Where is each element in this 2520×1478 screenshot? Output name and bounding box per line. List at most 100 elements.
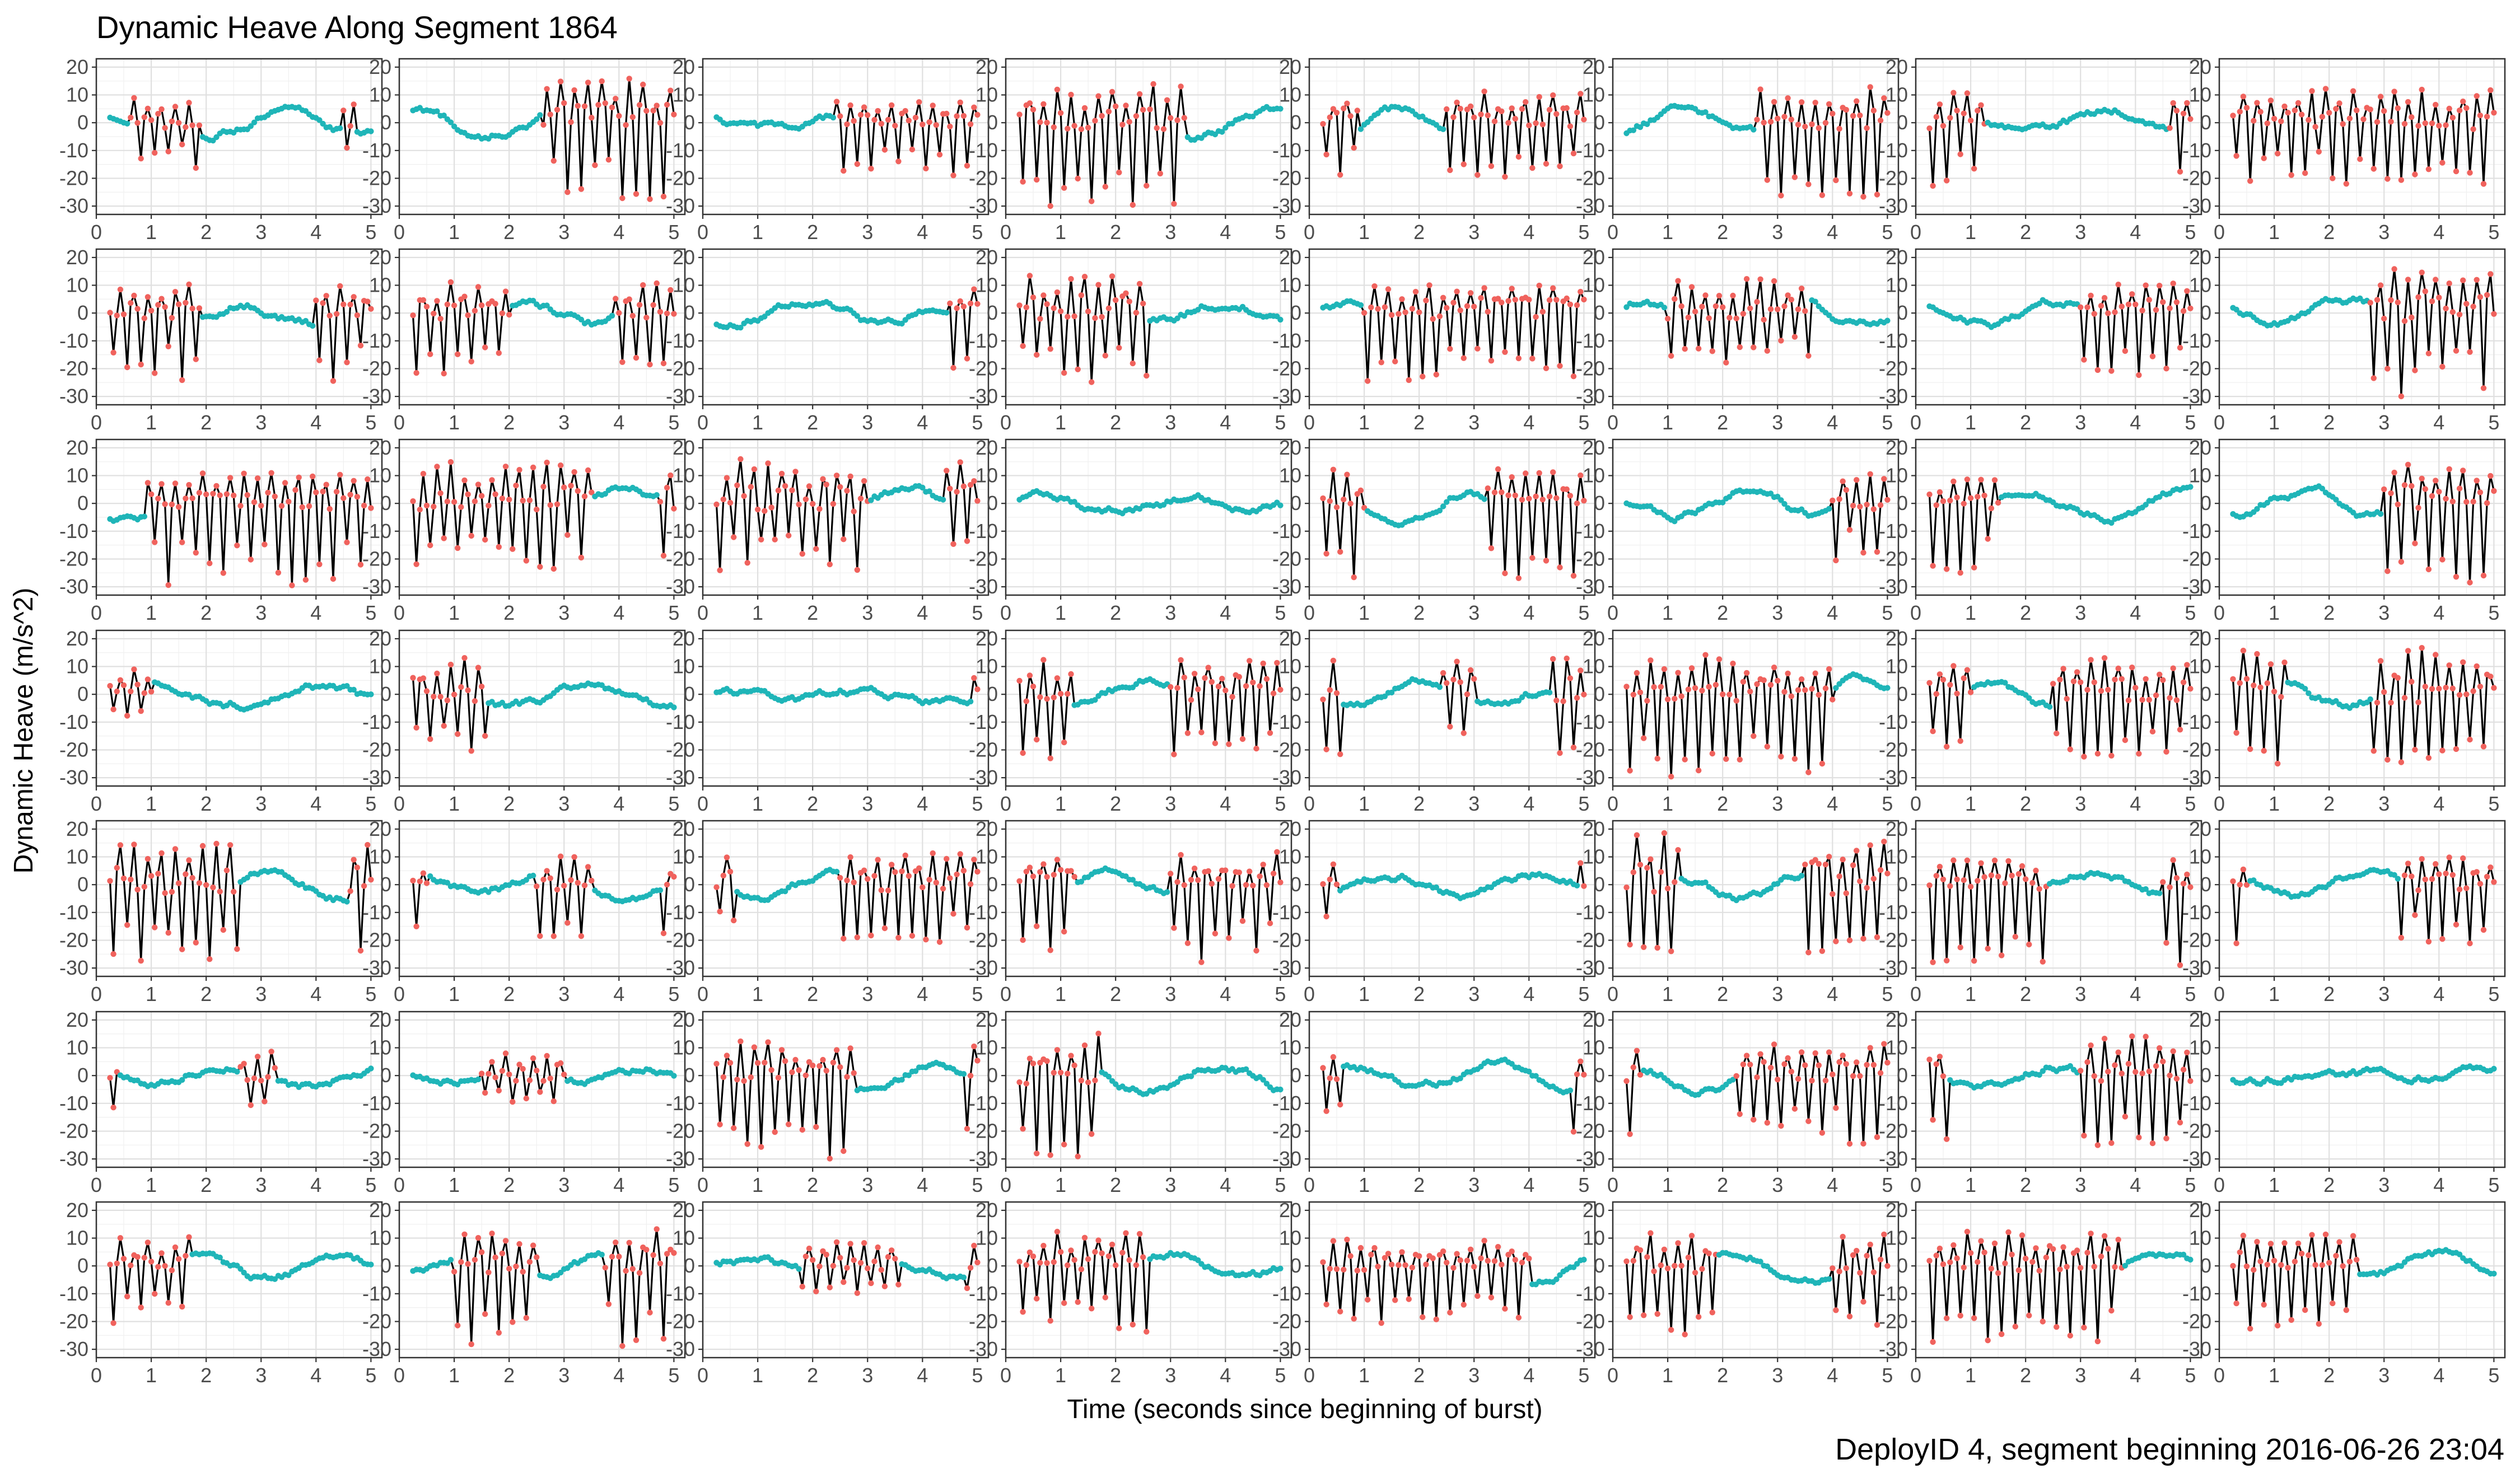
data-point-active — [1578, 472, 1584, 479]
data-point-active — [1567, 493, 1574, 499]
data-point-active — [2139, 307, 2145, 314]
data-point-active — [1320, 121, 1326, 127]
x-tick-label: 3 — [1165, 221, 1176, 244]
data-point-active — [368, 877, 374, 883]
data-point-active — [2436, 294, 2442, 301]
x-tick-label: 1 — [1359, 792, 1370, 815]
data-point-active — [902, 852, 908, 859]
data-point-active — [1102, 184, 1109, 190]
data-point-active — [451, 691, 458, 698]
data-point-active — [1171, 200, 1177, 207]
y-tick-label: -30 — [1576, 575, 1605, 598]
x-tick-label: 3 — [2378, 411, 2390, 434]
data-point-active — [534, 506, 540, 513]
data-point-active — [792, 469, 799, 475]
data-point-active — [2026, 941, 2032, 948]
y-tick-label: -20 — [1879, 547, 1908, 570]
data-point-active — [1877, 117, 1884, 124]
data-point-calm — [1277, 316, 1284, 323]
data-point-active — [1057, 110, 1064, 116]
data-point-active — [165, 148, 171, 155]
x-tick-label: 0 — [1910, 411, 1921, 434]
x-tick-label: 2 — [503, 221, 515, 244]
data-point-active — [613, 96, 619, 102]
data-point-calm — [534, 116, 540, 123]
data-point-active — [2122, 348, 2129, 354]
data-point-active — [571, 469, 577, 475]
data-point-active — [2425, 566, 2432, 573]
y-tick-label: 0 — [1290, 682, 1301, 705]
data-point-active — [1536, 282, 1542, 289]
data-point-active — [2422, 120, 2428, 127]
data-point-active — [2425, 755, 2432, 761]
data-point-active — [660, 193, 667, 200]
data-point-active — [2477, 684, 2484, 690]
data-point-active — [2177, 727, 2183, 733]
data-point-active — [165, 343, 171, 349]
data-point-calm — [1672, 518, 1678, 525]
x-tick-label: 1 — [1662, 792, 1673, 815]
data-point-active — [1440, 294, 1446, 301]
data-point-calm — [544, 302, 550, 308]
data-point-active — [671, 111, 677, 118]
y-tick-label: -10 — [969, 329, 998, 352]
y-tick-label: -20 — [666, 928, 695, 951]
data-point-active — [354, 494, 361, 500]
data-point-active — [1089, 198, 1095, 204]
x-tick-label: 0 — [1607, 792, 1618, 815]
x-tick-label: 2 — [503, 792, 515, 815]
data-point-active — [492, 301, 498, 307]
data-point-active — [1975, 878, 1981, 884]
data-point-active — [482, 536, 488, 543]
data-point-active — [2460, 659, 2466, 666]
x-tick-label: 0 — [1000, 983, 1011, 1005]
data-point-calm — [899, 320, 905, 327]
x-tick-label: 5 — [972, 221, 983, 244]
data-point-active — [885, 887, 892, 894]
x-tick-label: 2 — [1110, 601, 1121, 624]
data-point-active — [510, 546, 516, 552]
data-point-active — [660, 553, 667, 559]
data-point-active — [2381, 108, 2387, 114]
data-point-active — [492, 491, 498, 497]
data-point-active — [128, 300, 134, 306]
data-point-active — [2367, 106, 2373, 113]
x-tick-label: 1 — [752, 792, 763, 815]
x-tick-label: 4 — [917, 411, 928, 434]
data-point-active — [1464, 691, 1471, 698]
y-tick-label: 10 — [976, 655, 998, 678]
data-point-active — [1930, 183, 1936, 189]
data-point-active — [138, 957, 144, 964]
data-point-active — [423, 688, 430, 694]
data-point-active — [1557, 750, 1563, 756]
data-point-active — [1884, 497, 1891, 503]
data-point-active — [1743, 670, 1750, 676]
data-point-active — [1771, 665, 1777, 671]
data-point-active — [1485, 112, 1491, 119]
data-point-active — [1539, 121, 1546, 128]
data-point-active — [2384, 366, 2391, 372]
data-point-active — [1061, 739, 1067, 746]
data-point-active — [196, 305, 203, 311]
data-point-active — [506, 497, 512, 503]
data-point-active — [2463, 691, 2470, 698]
data-point-active — [2180, 110, 2187, 116]
data-point-active — [2367, 300, 2373, 306]
data-point-active — [1236, 869, 1242, 876]
data-point-active — [1826, 101, 1832, 107]
x-tick-label: 3 — [862, 601, 873, 624]
data-point-active — [472, 498, 478, 504]
data-point-active — [971, 286, 977, 292]
panel-border — [95, 438, 383, 596]
x-tick-label: 0 — [91, 792, 102, 815]
data-point-active — [1426, 282, 1432, 288]
data-point-active — [1720, 304, 1726, 310]
data-point-active — [1950, 857, 1957, 863]
data-point-calm — [1250, 113, 1256, 120]
data-point-active — [1860, 194, 1866, 200]
data-point-active — [1816, 125, 1822, 131]
data-point-active — [351, 101, 357, 107]
data-point-active — [1947, 883, 1953, 889]
y-tick-label: -30 — [2182, 766, 2211, 789]
data-point-active — [1481, 285, 1487, 291]
